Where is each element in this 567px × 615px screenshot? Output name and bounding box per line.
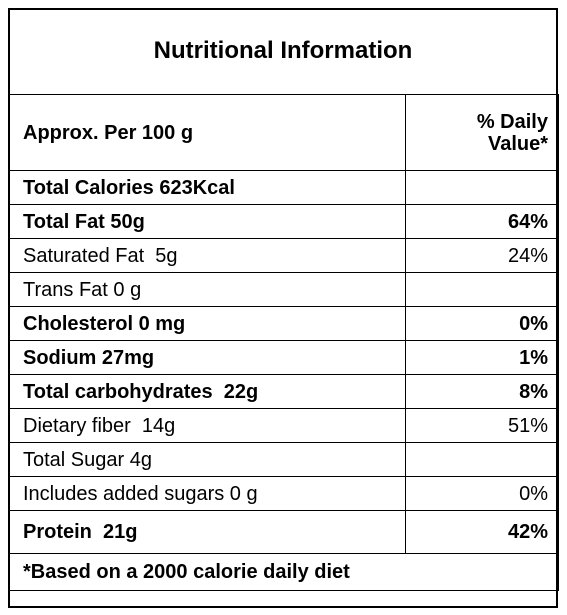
daily-value bbox=[405, 442, 559, 477]
daily-value-header-line2: Value* bbox=[487, 132, 548, 155]
daily-value: 0% bbox=[405, 476, 559, 511]
nutrition-table: Approx. Per 100 g % Daily Value* Total Ca… bbox=[8, 94, 559, 591]
daily-value: 64% bbox=[405, 204, 559, 239]
nutrient-label: Dietary fiber 14g bbox=[8, 408, 406, 443]
nutrient-label: Saturated Fat 5g bbox=[8, 238, 406, 273]
nutrient-label: Cholesterol 0 mg bbox=[8, 306, 406, 341]
daily-value: 24% bbox=[405, 238, 559, 273]
table-row-added-sugars: Includes added sugars 0 g 0% bbox=[8, 476, 559, 511]
daily-value: 42% bbox=[405, 510, 559, 554]
label-title: Nutritional Information bbox=[153, 37, 413, 64]
table-header-row: Approx. Per 100 g % Daily Value* bbox=[8, 94, 559, 171]
table-row-cholesterol: Cholesterol 0 mg 0% bbox=[8, 306, 559, 341]
label-border bbox=[8, 8, 558, 608]
table-row-trans-fat: Trans Fat 0 g bbox=[8, 272, 559, 307]
footnote: *Based on a 2000 calorie daily diet bbox=[8, 553, 559, 591]
nutrient-label: Sodium 27mg bbox=[8, 340, 406, 375]
nutrient-label: Total Sugar 4g bbox=[8, 442, 406, 477]
daily-value bbox=[405, 170, 559, 205]
nutrient-label: Total carbohydrates 22g bbox=[8, 374, 406, 409]
daily-value-header: % Daily Value* bbox=[405, 94, 559, 171]
serving-size-label: Approx. Per 100 g bbox=[8, 94, 406, 171]
nutrient-label: Total Fat 50g bbox=[8, 204, 406, 239]
table-row-saturated-fat: Saturated Fat 5g 24% bbox=[8, 238, 559, 273]
table-row-total-carbohydrates: Total carbohydrates 22g 8% bbox=[8, 374, 559, 409]
daily-value: 51% bbox=[405, 408, 559, 443]
table-row-dietary-fiber: Dietary fiber 14g 51% bbox=[8, 408, 559, 443]
nutrient-label: Protein 21g bbox=[8, 510, 406, 554]
nutrition-label: Nutritional Information Approx. Per 100 … bbox=[8, 8, 559, 608]
nutrient-label: Includes added sugars 0 g bbox=[8, 476, 406, 511]
daily-value: 8% bbox=[405, 374, 559, 409]
daily-value: 0% bbox=[405, 306, 559, 341]
table-row-protein: Protein 21g 42% bbox=[8, 510, 559, 554]
table-row-total-sugar: Total Sugar 4g bbox=[8, 442, 559, 477]
nutrient-label: Trans Fat 0 g bbox=[8, 272, 406, 307]
footnote-row: *Based on a 2000 calorie daily diet bbox=[8, 553, 559, 591]
table-row-total-fat: Total Fat 50g 64% bbox=[8, 204, 559, 239]
daily-value-header-line1: % Daily bbox=[476, 110, 548, 133]
